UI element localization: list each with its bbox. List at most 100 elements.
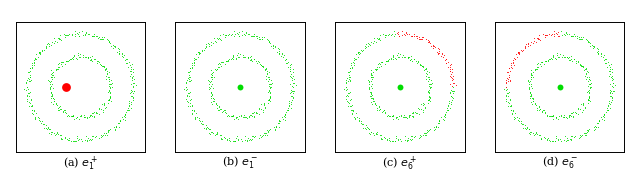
Point bbox=[343, 80, 353, 83]
Point bbox=[244, 58, 255, 61]
Point bbox=[526, 83, 536, 86]
Point bbox=[374, 37, 385, 40]
Point bbox=[182, 93, 192, 96]
Point bbox=[67, 33, 77, 36]
Point bbox=[68, 118, 79, 121]
Point bbox=[526, 92, 536, 95]
Point bbox=[194, 118, 204, 121]
Point bbox=[281, 62, 291, 65]
Point bbox=[62, 114, 72, 117]
Point bbox=[213, 37, 223, 40]
Point bbox=[579, 106, 589, 109]
Point bbox=[29, 115, 40, 118]
Point bbox=[569, 136, 579, 139]
Point bbox=[201, 46, 211, 49]
Point bbox=[547, 57, 557, 60]
Point bbox=[22, 98, 32, 101]
Point bbox=[532, 36, 542, 39]
Point bbox=[440, 113, 450, 116]
Point bbox=[593, 121, 604, 124]
Point bbox=[542, 33, 552, 36]
Point bbox=[105, 128, 115, 131]
Point bbox=[524, 128, 534, 131]
Point bbox=[365, 79, 376, 82]
Point bbox=[280, 119, 290, 122]
Point bbox=[390, 32, 400, 35]
Point bbox=[606, 94, 616, 97]
Point bbox=[423, 90, 433, 93]
Point bbox=[372, 107, 382, 110]
Point bbox=[287, 95, 298, 98]
Point bbox=[424, 97, 435, 100]
Point bbox=[187, 65, 197, 68]
Point bbox=[529, 134, 540, 137]
Point bbox=[368, 42, 378, 45]
Point bbox=[121, 58, 131, 60]
Point bbox=[528, 131, 538, 134]
Point bbox=[504, 66, 515, 69]
Point bbox=[288, 75, 298, 78]
Point bbox=[549, 30, 559, 33]
Point bbox=[72, 53, 83, 56]
Point bbox=[604, 63, 614, 66]
Point bbox=[248, 115, 259, 118]
Point bbox=[54, 37, 64, 40]
Point bbox=[564, 114, 574, 117]
Point bbox=[506, 104, 516, 107]
Point bbox=[186, 64, 196, 67]
Point bbox=[380, 136, 390, 139]
Point bbox=[97, 65, 108, 68]
Point bbox=[110, 46, 120, 48]
Point bbox=[182, 100, 192, 102]
Point bbox=[68, 54, 79, 57]
Point bbox=[439, 119, 449, 122]
Point bbox=[27, 108, 37, 111]
Point bbox=[264, 99, 274, 102]
Point bbox=[531, 40, 541, 43]
Point bbox=[99, 131, 109, 134]
Point bbox=[84, 115, 94, 118]
Point bbox=[505, 105, 515, 108]
Point bbox=[233, 33, 243, 36]
Point bbox=[448, 90, 458, 93]
Point bbox=[49, 100, 59, 103]
Point bbox=[442, 66, 452, 69]
Point bbox=[76, 114, 86, 117]
Point bbox=[531, 104, 541, 107]
Point bbox=[383, 33, 393, 36]
Point bbox=[262, 73, 272, 75]
Point bbox=[551, 116, 561, 119]
Point bbox=[548, 54, 558, 57]
Point bbox=[397, 56, 408, 58]
Point bbox=[227, 33, 237, 36]
Point bbox=[58, 60, 68, 63]
Point bbox=[108, 43, 118, 46]
Point bbox=[604, 100, 614, 103]
Point bbox=[349, 116, 360, 119]
Point bbox=[554, 35, 564, 38]
Point bbox=[128, 68, 138, 71]
Point bbox=[37, 48, 47, 51]
Point bbox=[445, 83, 455, 86]
Point bbox=[446, 62, 456, 65]
Point bbox=[264, 91, 275, 94]
Point bbox=[522, 41, 532, 44]
Point bbox=[506, 109, 516, 112]
Point bbox=[550, 57, 560, 60]
Point bbox=[257, 103, 267, 106]
Point bbox=[198, 48, 209, 51]
Point bbox=[34, 52, 44, 55]
Point bbox=[94, 36, 104, 39]
Point bbox=[504, 69, 515, 72]
Point bbox=[50, 134, 60, 137]
Point bbox=[406, 114, 417, 117]
Point bbox=[74, 30, 84, 33]
Point bbox=[369, 39, 380, 42]
Point bbox=[89, 115, 99, 117]
Point bbox=[423, 99, 433, 102]
Point bbox=[265, 85, 275, 88]
Point bbox=[184, 74, 195, 77]
Point bbox=[273, 53, 284, 56]
Point bbox=[415, 63, 425, 66]
Point bbox=[416, 103, 426, 106]
